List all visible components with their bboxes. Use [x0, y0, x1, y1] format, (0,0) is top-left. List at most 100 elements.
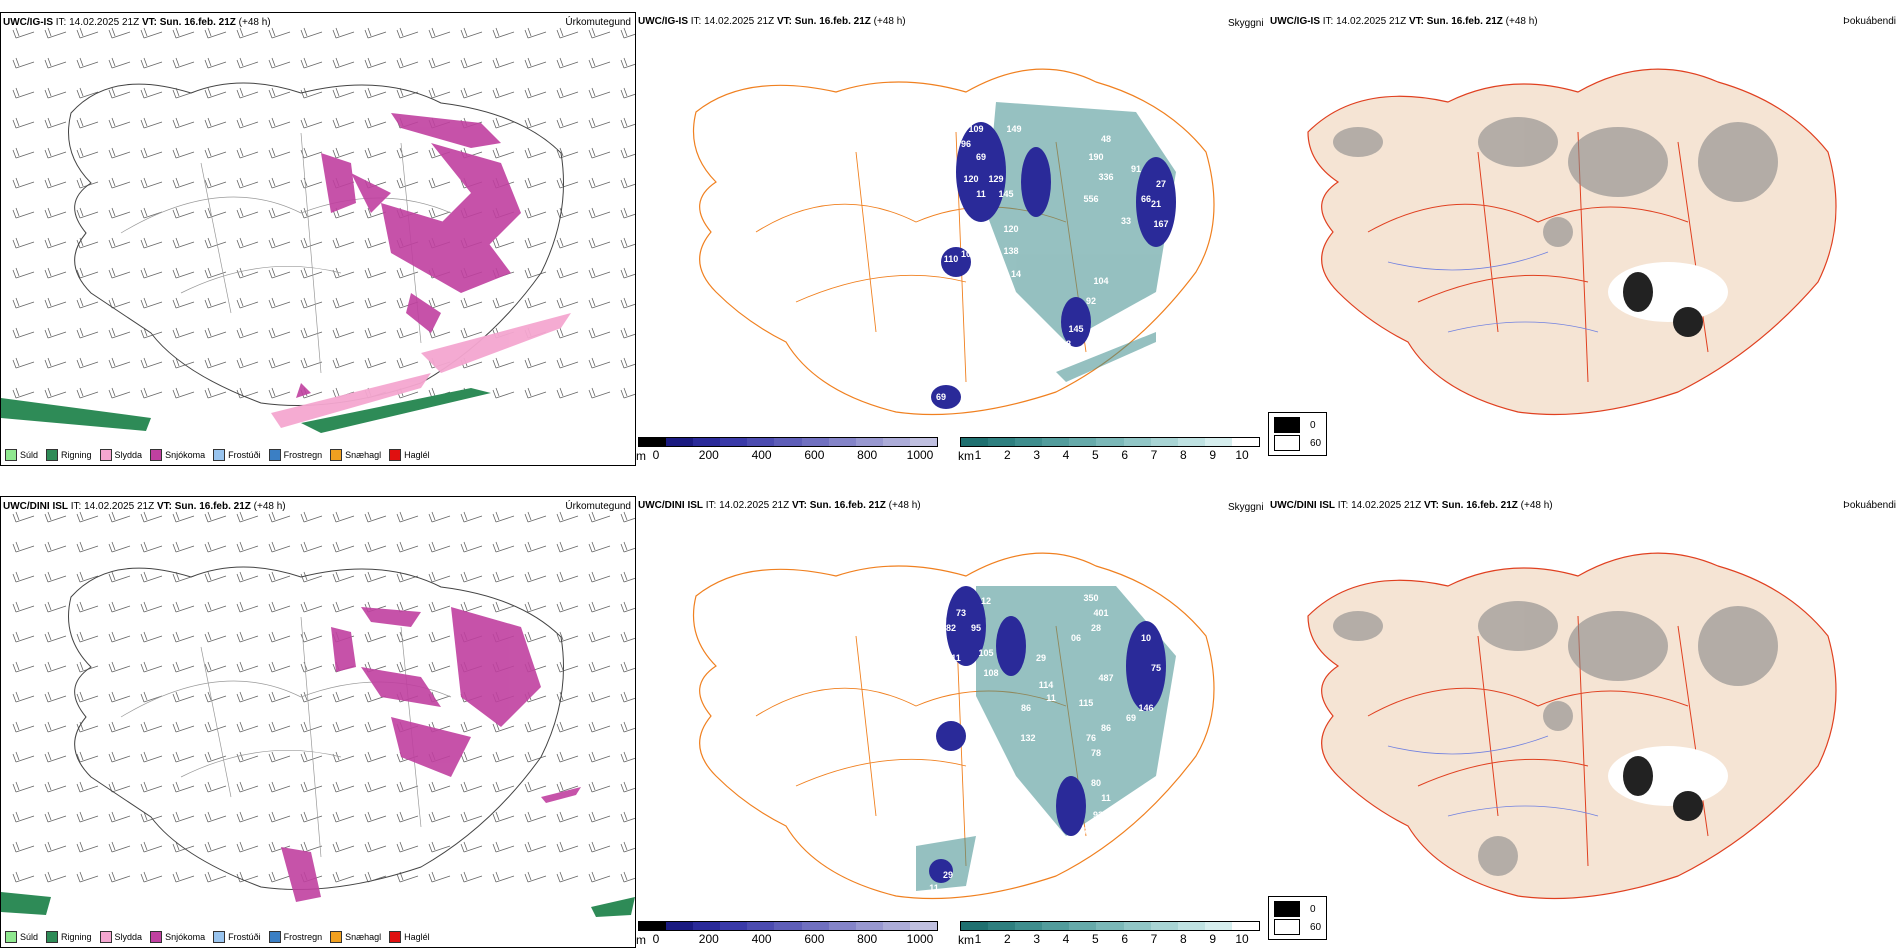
wind-barb [44, 751, 67, 763]
wind-barb [364, 357, 387, 369]
wind-barb [12, 207, 35, 219]
wind-barb [300, 631, 323, 643]
colorbar-cell [1096, 438, 1124, 446]
wind-barb [12, 541, 35, 553]
wind-barb [620, 297, 635, 309]
wind-barb [12, 357, 35, 369]
wind-barb [108, 57, 131, 69]
wind-barb [492, 601, 515, 613]
legend-label: Súld [20, 450, 39, 460]
legend-item: Frostúði [213, 449, 261, 461]
visibility-label: 14 [1011, 269, 1021, 279]
wind-barb [76, 541, 99, 553]
colorbar-tick: 8 [1179, 932, 1187, 946]
wind-barb [364, 57, 387, 69]
legend-swatch [150, 931, 163, 943]
fog-legend-top: 0 60 [1268, 412, 1328, 456]
fog-map [1307, 68, 1837, 416]
wind-barb [204, 631, 227, 643]
wind-barb [44, 871, 67, 883]
wind-barb [140, 267, 163, 279]
wind-barb [76, 147, 99, 159]
legend-swatch [150, 449, 163, 461]
wind-barb [588, 841, 611, 853]
wind-barb [236, 177, 259, 189]
visibility-label: 65 [936, 898, 946, 908]
wind-barb [428, 87, 451, 99]
wind-barb [588, 297, 611, 309]
km-colorbar-bottom: 1 2 3 4 5 6 7 8 9 10 km [958, 921, 1260, 949]
colorbar-cell [801, 438, 829, 446]
wind-barb [620, 117, 635, 129]
fog-header: UWC/IG-IS IT: 14.02.2025 21Z VT: Sun. 16… [1270, 16, 1538, 27]
wind-barb [108, 87, 131, 99]
colorbar-cell [666, 438, 694, 446]
wind-barb [76, 297, 99, 309]
wind-barb [332, 871, 355, 883]
wind-barb [396, 811, 419, 823]
fog-legend-row: 0 [1274, 416, 1321, 434]
wind-barb [44, 357, 67, 369]
wind-barb [364, 147, 387, 159]
colorbar-cell [961, 922, 989, 930]
wind-barb [140, 177, 163, 189]
colorbar-cell [828, 438, 856, 446]
colorbar-cell [1015, 438, 1043, 446]
wind-barb [588, 237, 611, 249]
wind-barb [620, 751, 635, 763]
legend-item: Snjókoma [150, 449, 205, 461]
wind-barb [332, 601, 355, 613]
wind-barb [268, 87, 291, 99]
legend-item: Frostregn [268, 931, 322, 943]
wind-barb [268, 571, 291, 583]
visibility-label: 120 [963, 174, 978, 184]
wind-barb [364, 781, 387, 793]
wind-barb [204, 237, 227, 249]
wind-barb [268, 691, 291, 703]
wind-barb [620, 327, 635, 339]
legend-swatch [46, 449, 59, 461]
wind-barb [172, 177, 195, 189]
wind-barb [76, 327, 99, 339]
visibility-label: 138 [1003, 246, 1018, 256]
fog-legend-swatch [1274, 901, 1300, 917]
colorbar-cell [747, 438, 775, 446]
wind-barb [172, 601, 195, 613]
wind-barb [620, 87, 635, 99]
wind-barb [588, 751, 611, 763]
wind-barb [300, 841, 323, 853]
wind-barb [140, 87, 163, 99]
wind-barb [460, 871, 483, 883]
colorbar-cell [693, 922, 721, 930]
precip-header: UWC/IG-IS IT: 14.02.2025 21Z VT: Sun. 16… [3, 17, 271, 28]
wind-barb [236, 841, 259, 853]
wind-barb [556, 57, 579, 69]
wind-barb [428, 601, 451, 613]
wind-barb [364, 721, 387, 733]
wind-barb [556, 387, 579, 399]
wind-barb [268, 27, 291, 39]
wind-barb [460, 327, 483, 339]
wind-barb [140, 751, 163, 763]
wind-barb [492, 117, 515, 129]
wind-barb [428, 177, 451, 189]
fog-header: UWC/DINI ISL IT: 14.02.2025 21Z VT: Sun.… [1270, 500, 1553, 511]
wind-barb [396, 661, 419, 673]
wind-barb [620, 27, 635, 39]
colorbar-tick: 7 [1150, 448, 1158, 462]
wind-barb [76, 751, 99, 763]
wind-barb [556, 541, 579, 553]
height-colorbar-top: 0 200 400 600 800 1000 m [636, 437, 938, 465]
colorbar-tick: 3 [1033, 932, 1040, 946]
fog-legend-label: 60 [1310, 437, 1322, 449]
visibility-label: 110 [944, 254, 959, 264]
wind-barb [236, 781, 259, 793]
wind-barb [524, 297, 547, 309]
wind-barb [268, 327, 291, 339]
wind-barb [556, 781, 579, 793]
wind-barb [620, 781, 635, 793]
wind-barb [236, 631, 259, 643]
wind-barb [556, 357, 579, 369]
wind-barb [332, 571, 355, 583]
wind-barb [556, 571, 579, 583]
